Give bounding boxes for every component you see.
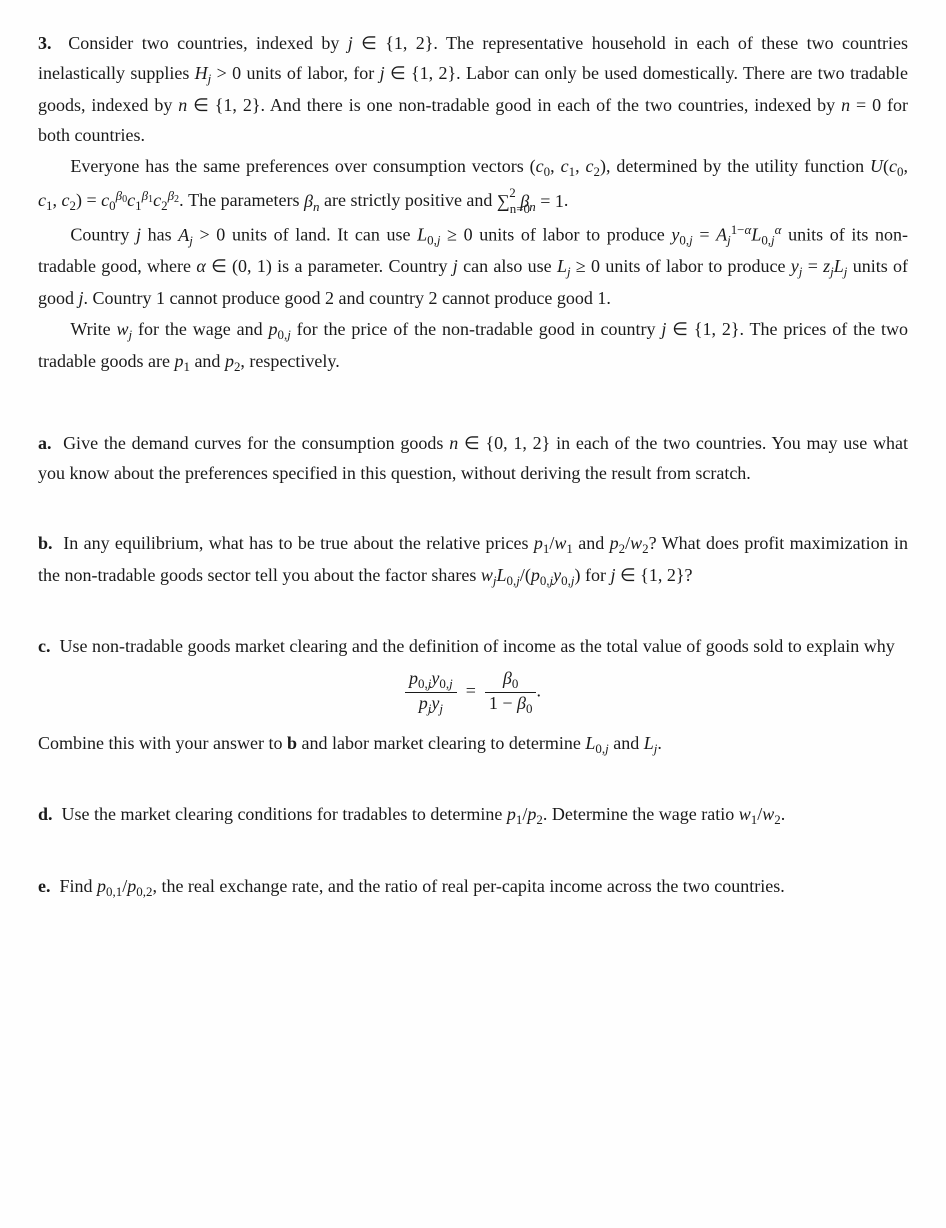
p3-t7: can also use bbox=[458, 256, 557, 276]
p3-t4: units of labor to produce bbox=[473, 225, 672, 245]
p3-t6: is a parameter. Country bbox=[272, 256, 453, 276]
c-t3: and bbox=[609, 733, 644, 753]
p4-t2: for the wage and bbox=[132, 319, 268, 339]
p2-t1: Everyone has the same preferences over c… bbox=[70, 156, 529, 176]
eq-mid: = bbox=[466, 680, 476, 700]
part-a: a. Give the demand curves for the consum… bbox=[38, 428, 908, 488]
intro-p4: Write wj for the wage and p0,j for the p… bbox=[38, 314, 908, 378]
part-d-label: d. bbox=[38, 804, 53, 824]
d-t1: Use the market clearing conditions for t… bbox=[62, 804, 507, 824]
eq-lhs: p0,jy0,j pjyj bbox=[405, 668, 457, 717]
intro-p1: 3. Consider two countries, indexed by j … bbox=[38, 28, 908, 151]
intro-p2: Everyone has the same preferences over c… bbox=[38, 151, 908, 220]
intro-p3: Country j has Aj > 0 units of land. It c… bbox=[38, 219, 908, 313]
p3-t3: units of land. It can use bbox=[225, 225, 417, 245]
c-t2c: and labor market clearing to determine bbox=[297, 733, 585, 753]
p4-t1: Write bbox=[70, 319, 116, 339]
problem-number: 3. bbox=[38, 33, 52, 53]
part-c-tail: Combine this with your answer to b and l… bbox=[38, 728, 908, 760]
part-a-label: a. bbox=[38, 433, 52, 453]
p3-t10: . Country 1 cannot produce good 2 and co… bbox=[84, 288, 611, 308]
part-b-label: b. bbox=[38, 533, 53, 553]
p1-m4: n bbox=[178, 95, 187, 115]
p1-t3: units of labor, for bbox=[241, 63, 380, 83]
part-b: b. In any equilibrium, what has to be tr… bbox=[38, 528, 908, 592]
eq-tail: . bbox=[536, 680, 541, 700]
c-t2a: Combine this with your answer to bbox=[38, 733, 287, 753]
p3-t1: Country bbox=[70, 225, 136, 245]
c-t4: . bbox=[657, 733, 662, 753]
gap bbox=[38, 510, 908, 528]
p2-t5: . bbox=[564, 191, 569, 211]
part-c-lead: c. Use non-tradable goods market clearin… bbox=[38, 631, 908, 661]
c-t1: Use non-tradable goods market clearing a… bbox=[60, 636, 895, 656]
e-t1: Find bbox=[60, 876, 98, 896]
b-t5: ? bbox=[684, 565, 692, 585]
part-c-equation: p0,jy0,j pjyj = β0 1 − β0 . bbox=[38, 668, 908, 717]
part-d: d. Use the market clearing conditions fo… bbox=[38, 799, 908, 831]
gap bbox=[38, 613, 908, 631]
p4-t6: , respectively. bbox=[240, 351, 339, 371]
d-t3: . bbox=[781, 804, 786, 824]
p1-t1: Consider two countries, indexed by bbox=[68, 33, 347, 53]
p1-m2: Hj bbox=[195, 63, 212, 83]
b-t2: and bbox=[573, 533, 610, 553]
p3-t2: has bbox=[141, 225, 178, 245]
b-t1: In any equilibrium, what has to be true … bbox=[63, 533, 534, 553]
utility-symbol: U bbox=[870, 156, 883, 176]
part-e: e. Find p0,1/p0,2, the real exchange rat… bbox=[38, 871, 908, 903]
p1-m3: j bbox=[380, 63, 385, 83]
p1-t5: . And there is one non-tradable good in … bbox=[260, 95, 841, 115]
p2-t2: , determined by the utility function bbox=[606, 156, 870, 176]
d-t2: . Determine the wage ratio bbox=[543, 804, 739, 824]
p1-m1: j bbox=[348, 33, 353, 53]
sum-expr: ∑n=02 βn = 1 bbox=[497, 191, 564, 211]
eq-rhs: β0 1 − β0 bbox=[485, 668, 537, 717]
c-t2bold: b bbox=[287, 733, 297, 753]
p4-t3: for the price of the non-tradable good i… bbox=[291, 319, 662, 339]
e-t2: , the real exchange rate, and the ratio … bbox=[152, 876, 784, 896]
a-t1: Give the demand curves for the consumpti… bbox=[63, 433, 449, 453]
part-e-label: e. bbox=[38, 876, 51, 896]
p4-t5: and bbox=[190, 351, 225, 371]
p2-t3: . The parameters bbox=[179, 191, 304, 211]
p3-t8: units of labor to produce bbox=[600, 256, 791, 276]
p2-t4: are strictly positive and bbox=[319, 191, 496, 211]
p1-m5: n bbox=[841, 95, 850, 115]
b-t4: for bbox=[580, 565, 610, 585]
gap bbox=[38, 781, 908, 799]
gap bbox=[38, 399, 908, 428]
part-c-label: c. bbox=[38, 636, 51, 656]
gap bbox=[38, 853, 908, 871]
